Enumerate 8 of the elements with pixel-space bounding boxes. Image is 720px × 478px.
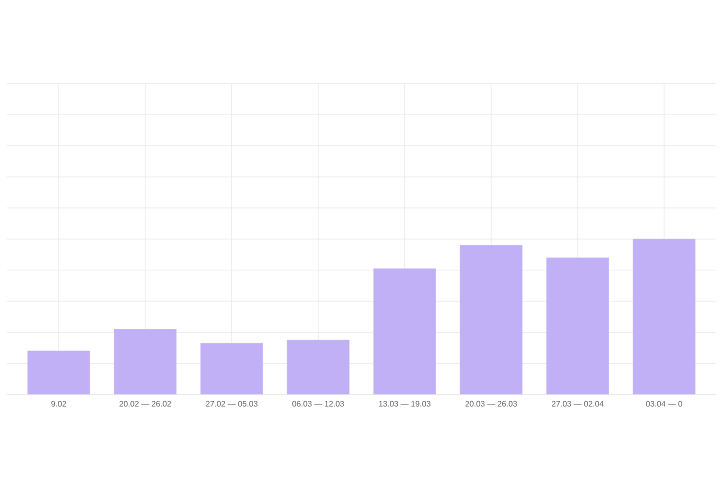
bar (460, 245, 522, 394)
bar (546, 257, 609, 394)
bar (373, 268, 436, 394)
bar (286, 340, 350, 394)
bar (200, 342, 264, 394)
bar (28, 350, 90, 394)
bar (114, 328, 177, 394)
bar (632, 238, 696, 394)
